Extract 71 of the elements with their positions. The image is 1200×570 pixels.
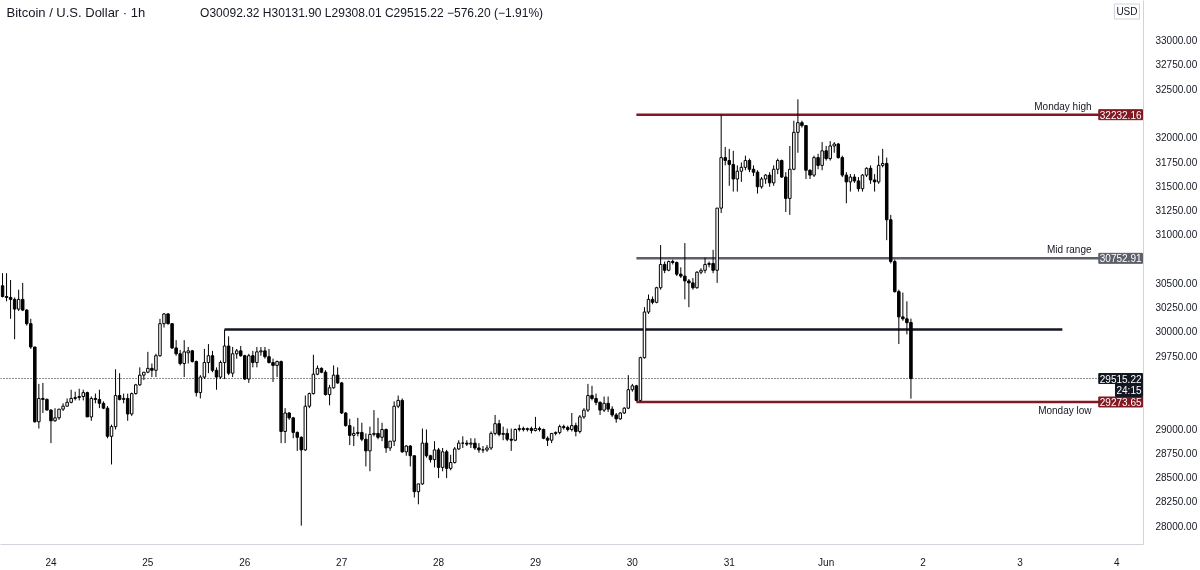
- candlestick: [356, 417, 360, 437]
- candlestick: [271, 358, 275, 383]
- ref-line-label: 29515.22: [1099, 373, 1142, 385]
- y-axis-title: USD: [1116, 6, 1138, 17]
- y-tick-label: 31500.00: [1155, 180, 1198, 192]
- y-tick-label: 32500.00: [1155, 83, 1198, 95]
- y-tick-label: 28750.00: [1155, 447, 1198, 459]
- chart-subtitle: O30092.32 H30131.90 L29308.01 C29515.22 −576.20 (−1.91%): [200, 5, 544, 20]
- candlestick: [570, 412, 574, 432]
- candlestick: [440, 447, 445, 472]
- candlestick: [4, 272, 9, 302]
- candlestick: [477, 442, 481, 454]
- x-tick-label: 24: [45, 556, 57, 568]
- candlestick: [606, 396, 610, 413]
- candlestick: [222, 329, 227, 380]
- candlestick: [727, 148, 732, 187]
- candlestick: [182, 339, 186, 378]
- x-tick-label: 3: [1017, 556, 1024, 568]
- y-tick-label: 29750.00: [1155, 350, 1198, 362]
- data-label: 30752.91: [1099, 253, 1142, 265]
- candlestick: [247, 353, 251, 384]
- candlestick: [812, 155, 816, 178]
- y-tick-label: 30250.00: [1155, 302, 1198, 314]
- y-tick-label: 28250.00: [1155, 496, 1198, 508]
- y-tick-label: 28500.00: [1155, 472, 1198, 484]
- candlestick: [16, 289, 21, 312]
- candlestick: [820, 141, 824, 171]
- candlestick: [255, 346, 259, 368]
- candlestick: [53, 407, 57, 423]
- x-tick-label: 30: [626, 556, 639, 568]
- candlestick: [703, 257, 707, 274]
- candlestick: [731, 150, 736, 193]
- y-tick-label: 29000.00: [1155, 423, 1198, 435]
- series-label: Monday low: [1038, 404, 1093, 416]
- series-label: Monday high: [1034, 100, 1092, 112]
- x-tick-label: 26: [239, 556, 251, 568]
- candlestick: [230, 346, 235, 378]
- x-tick-label: 4: [1114, 556, 1121, 568]
- data-label: 29273.65: [1099, 396, 1142, 408]
- candlestick: [0, 272, 5, 298]
- candlestick: [469, 437, 473, 449]
- x-tick-label: Jun: [818, 556, 835, 568]
- y-tick-label: 30500.00: [1155, 277, 1198, 289]
- candlestick: [206, 343, 211, 374]
- y-tick-label: 33000.00: [1155, 35, 1198, 47]
- x-tick-label: 29: [529, 556, 542, 568]
- y-tick-label: 31250.00: [1155, 205, 1198, 217]
- candlestick: [828, 140, 832, 162]
- y-tick-label: 30000.00: [1155, 326, 1198, 338]
- chart-title: Bitcoin / U.S. Dollar · 1h: [6, 5, 146, 20]
- x-tick-label: 27: [336, 556, 348, 568]
- y-tick-label: 32000.00: [1155, 132, 1198, 144]
- y-tick-label: 31000.00: [1155, 229, 1198, 241]
- candlestick: [687, 278, 691, 308]
- x-tick-label: 31: [723, 556, 736, 568]
- candlestick: [12, 296, 17, 340]
- candlestick: [444, 449, 449, 479]
- candlestick: [65, 397, 69, 407]
- data-label: 32232.16: [1099, 109, 1142, 121]
- y-tick-label: 31750.00: [1155, 156, 1198, 168]
- x-tick-label: 2: [920, 556, 927, 568]
- y-tick-label: 28000.00: [1155, 520, 1198, 532]
- candlestick: [735, 164, 740, 193]
- annotation: 24:15: [1116, 384, 1142, 396]
- candlestick: [8, 279, 13, 320]
- x-tick-label: 28: [433, 556, 445, 568]
- x-tick-label: 25: [142, 556, 154, 568]
- candlestick: [509, 428, 513, 452]
- y-tick-label: 32750.00: [1155, 59, 1198, 71]
- series-label: Mid range: [1047, 244, 1092, 256]
- candlestick: [89, 396, 94, 422]
